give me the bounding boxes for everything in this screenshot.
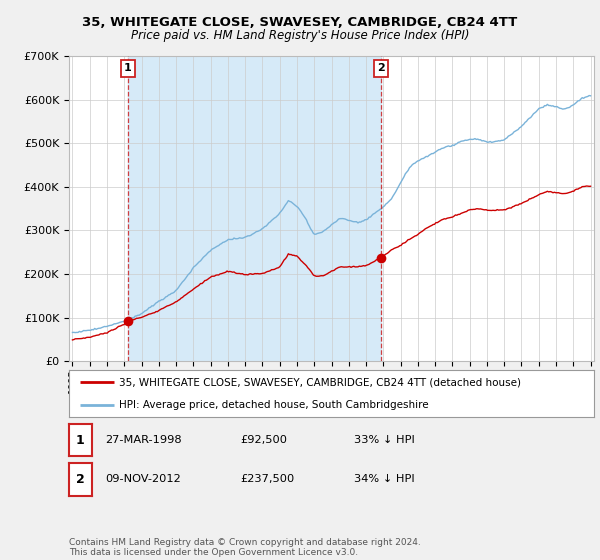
- Text: 35, WHITEGATE CLOSE, SWAVESEY, CAMBRIDGE, CB24 4TT (detached house): 35, WHITEGATE CLOSE, SWAVESEY, CAMBRIDGE…: [119, 377, 521, 388]
- Bar: [128, 56, 381, 361]
- Text: 35, WHITEGATE CLOSE, SWAVESEY, CAMBRIDGE, CB24 4TT: 35, WHITEGATE CLOSE, SWAVESEY, CAMBRIDGE…: [82, 16, 518, 29]
- Text: 09-NOV-2012: 09-NOV-2012: [105, 474, 181, 484]
- Text: Price paid vs. HM Land Registry's House Price Index (HPI): Price paid vs. HM Land Registry's House …: [131, 29, 469, 42]
- Text: 27-MAR-1998: 27-MAR-1998: [105, 435, 182, 445]
- Text: £237,500: £237,500: [240, 474, 294, 484]
- Text: 2: 2: [377, 63, 385, 73]
- Text: HPI: Average price, detached house, South Cambridgeshire: HPI: Average price, detached house, Sout…: [119, 400, 428, 410]
- Text: 1: 1: [124, 63, 132, 73]
- Text: Contains HM Land Registry data © Crown copyright and database right 2024.
This d: Contains HM Land Registry data © Crown c…: [69, 538, 421, 557]
- Text: 33% ↓ HPI: 33% ↓ HPI: [354, 435, 415, 445]
- Text: 1: 1: [76, 433, 85, 447]
- Text: 34% ↓ HPI: 34% ↓ HPI: [354, 474, 415, 484]
- Text: 2: 2: [76, 473, 85, 486]
- Text: £92,500: £92,500: [240, 435, 287, 445]
